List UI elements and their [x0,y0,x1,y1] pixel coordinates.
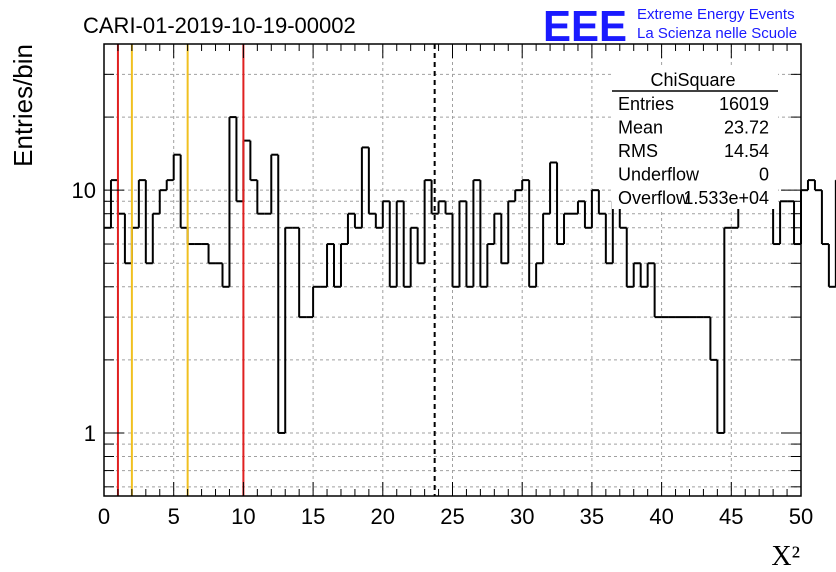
stats-box-title: ChiSquare [650,70,735,90]
x-axis-ticks: 0 5 10 15 20 25 30 35 40 45 50 [98,44,813,529]
logo-line1: Extreme Energy Events [637,6,795,23]
stats-label: Mean [618,118,663,138]
x-tick-label: 20 [371,504,395,529]
stats-label: Overflow [618,188,690,208]
x-tick-label: 0 [98,504,110,529]
stats-value: 23.72 [724,118,769,138]
logo-line2: La Scienza nelle Scuole [637,25,797,42]
stats-value: 16019 [719,94,769,114]
y-tick-label: 1 [84,421,96,446]
y-axis-ticks: 1 10 [72,73,801,488]
x-tick-label: 45 [719,504,743,529]
x-tick-label: 25 [440,504,464,529]
stats-label: Underflow [618,165,700,185]
stats-label: RMS [618,141,658,161]
stats-label: Entries [618,94,674,114]
y-axis-label: Entries/bin [8,44,38,167]
y-tick-label: 10 [72,178,96,203]
x-tick-label: 5 [168,504,180,529]
histogram [104,116,836,434]
x-tick-label: 40 [649,504,673,529]
chart-title: CARI-01-2019-10-19-00002 [83,13,356,38]
stats-value: 0 [759,165,769,185]
x-tick-label: 10 [231,504,255,529]
x-tick-label: 50 [789,504,813,529]
stats-box: ChiSquare Entries 16019 Mean 23.72 RMS 14.54 U… [612,67,778,209]
stats-value: 14.54 [724,141,769,161]
x-tick-label: 35 [580,504,604,529]
stats-value: 1.533e+04 [683,188,769,208]
x-tick-label: 15 [301,504,325,529]
logo-mark: EEE [543,2,627,51]
eee-logo: EEE Extreme Energy Events La Scienza nel… [543,2,797,51]
x-axis-label: X² [771,541,800,572]
x-tick-label: 30 [510,504,534,529]
limit-lines [116,44,436,496]
